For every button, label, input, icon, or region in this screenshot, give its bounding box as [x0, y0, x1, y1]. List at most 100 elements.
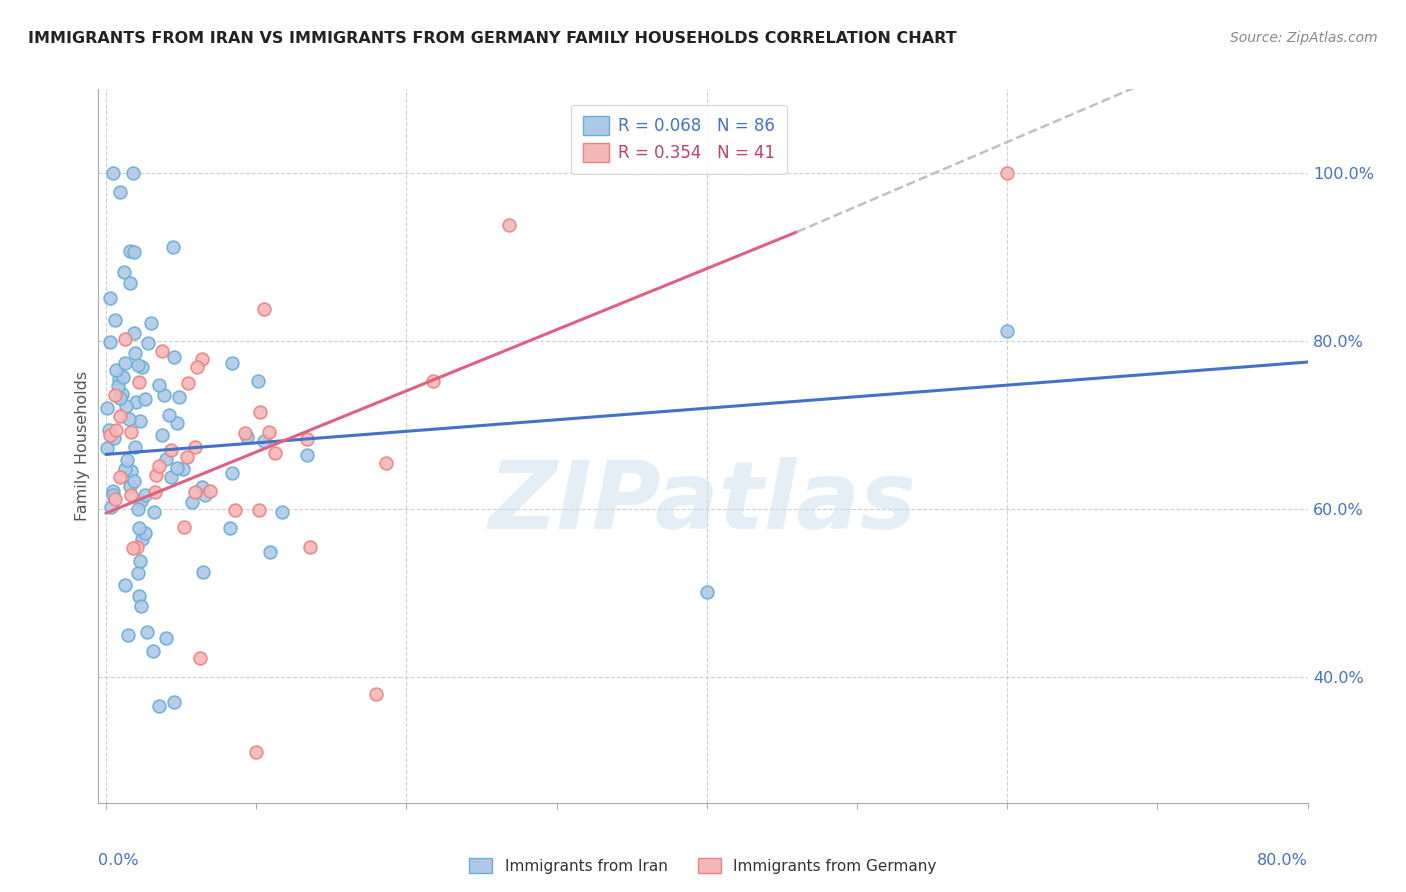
Point	[114, 331, 136, 345]
Point	[180, 494, 202, 508]
Point	[136, 336, 159, 351]
Point	[135, 625, 157, 640]
Point	[124, 440, 146, 454]
Point	[191, 352, 214, 367]
Point	[366, 687, 388, 701]
Point	[118, 412, 141, 426]
Point	[127, 358, 149, 372]
Point	[155, 452, 177, 467]
Point	[134, 488, 156, 502]
Point	[249, 405, 271, 419]
Point	[120, 488, 142, 502]
Point	[247, 374, 270, 388]
Point	[127, 502, 149, 516]
Legend: R = 0.068   N = 86, R = 0.354   N = 41: R = 0.068 N = 86, R = 0.354 N = 41	[571, 104, 786, 174]
Point	[104, 424, 127, 438]
Text: 80.0%: 80.0%	[1257, 853, 1308, 868]
Point	[100, 500, 122, 514]
Point	[375, 456, 398, 470]
Point	[129, 599, 152, 613]
Text: Source: ZipAtlas.com: Source: ZipAtlas.com	[1230, 31, 1378, 45]
Point	[221, 467, 243, 481]
Point	[422, 374, 444, 388]
Point	[114, 356, 136, 370]
Point	[131, 532, 153, 546]
Point	[167, 390, 190, 404]
Point	[105, 362, 128, 376]
Point	[153, 388, 176, 402]
Point	[103, 166, 125, 180]
Point	[148, 377, 170, 392]
Point	[110, 470, 132, 484]
Point	[143, 505, 166, 519]
Point	[128, 375, 150, 389]
Point	[103, 483, 125, 498]
Point	[995, 325, 1018, 339]
Point	[120, 425, 142, 440]
Point	[224, 503, 246, 517]
Point	[245, 746, 267, 760]
Point	[157, 408, 180, 422]
Legend: Immigrants from Iran, Immigrants from Germany: Immigrants from Iran, Immigrants from Ge…	[464, 852, 942, 880]
Point	[150, 428, 173, 442]
Point	[98, 428, 121, 442]
Point	[162, 240, 184, 254]
Point	[104, 313, 127, 327]
Point	[162, 351, 184, 365]
Point	[264, 446, 287, 460]
Point	[127, 566, 149, 581]
Point	[114, 461, 136, 475]
Point	[148, 458, 170, 473]
Point	[176, 450, 198, 464]
Point	[111, 386, 134, 401]
Point	[103, 488, 125, 502]
Point	[111, 370, 134, 384]
Point	[122, 475, 145, 489]
Point	[124, 346, 146, 360]
Point	[190, 480, 212, 494]
Point	[98, 334, 121, 349]
Point	[257, 425, 280, 439]
Point	[253, 301, 276, 316]
Point	[125, 540, 148, 554]
Point	[298, 540, 321, 554]
Point	[120, 276, 142, 290]
Point	[172, 461, 194, 475]
Point	[128, 554, 150, 568]
Point	[98, 291, 121, 305]
Text: IMMIGRANTS FROM IRAN VS IMMIGRANTS FROM GERMANY FAMILY HOUSEHOLDS CORRELATION CH: IMMIGRANTS FROM IRAN VS IMMIGRANTS FROM …	[28, 31, 956, 46]
Text: ZIPatlas: ZIPatlas	[489, 457, 917, 549]
Point	[122, 166, 145, 180]
Point	[114, 399, 136, 413]
Point	[107, 379, 129, 393]
Point	[104, 388, 127, 402]
Point	[235, 430, 257, 444]
Point	[184, 440, 207, 454]
Point	[696, 585, 718, 599]
Point	[143, 484, 166, 499]
Point	[120, 478, 142, 492]
Point	[104, 492, 127, 507]
Point	[131, 493, 153, 508]
Point	[247, 503, 270, 517]
Point	[194, 487, 217, 501]
Point	[118, 244, 141, 259]
Point	[134, 525, 156, 540]
Point	[120, 465, 142, 479]
Point	[122, 541, 145, 555]
Point	[173, 520, 195, 534]
Point	[295, 448, 318, 462]
Point	[198, 483, 221, 498]
Point	[148, 699, 170, 714]
Point	[221, 356, 243, 370]
Text: 0.0%: 0.0%	[98, 853, 139, 868]
Point	[131, 359, 153, 374]
Point	[995, 166, 1018, 180]
Point	[498, 219, 520, 233]
Point	[108, 409, 131, 424]
Y-axis label: Family Households: Family Households	[75, 371, 90, 521]
Point	[295, 432, 318, 446]
Point	[125, 395, 148, 409]
Point	[160, 470, 183, 484]
Point	[122, 326, 145, 341]
